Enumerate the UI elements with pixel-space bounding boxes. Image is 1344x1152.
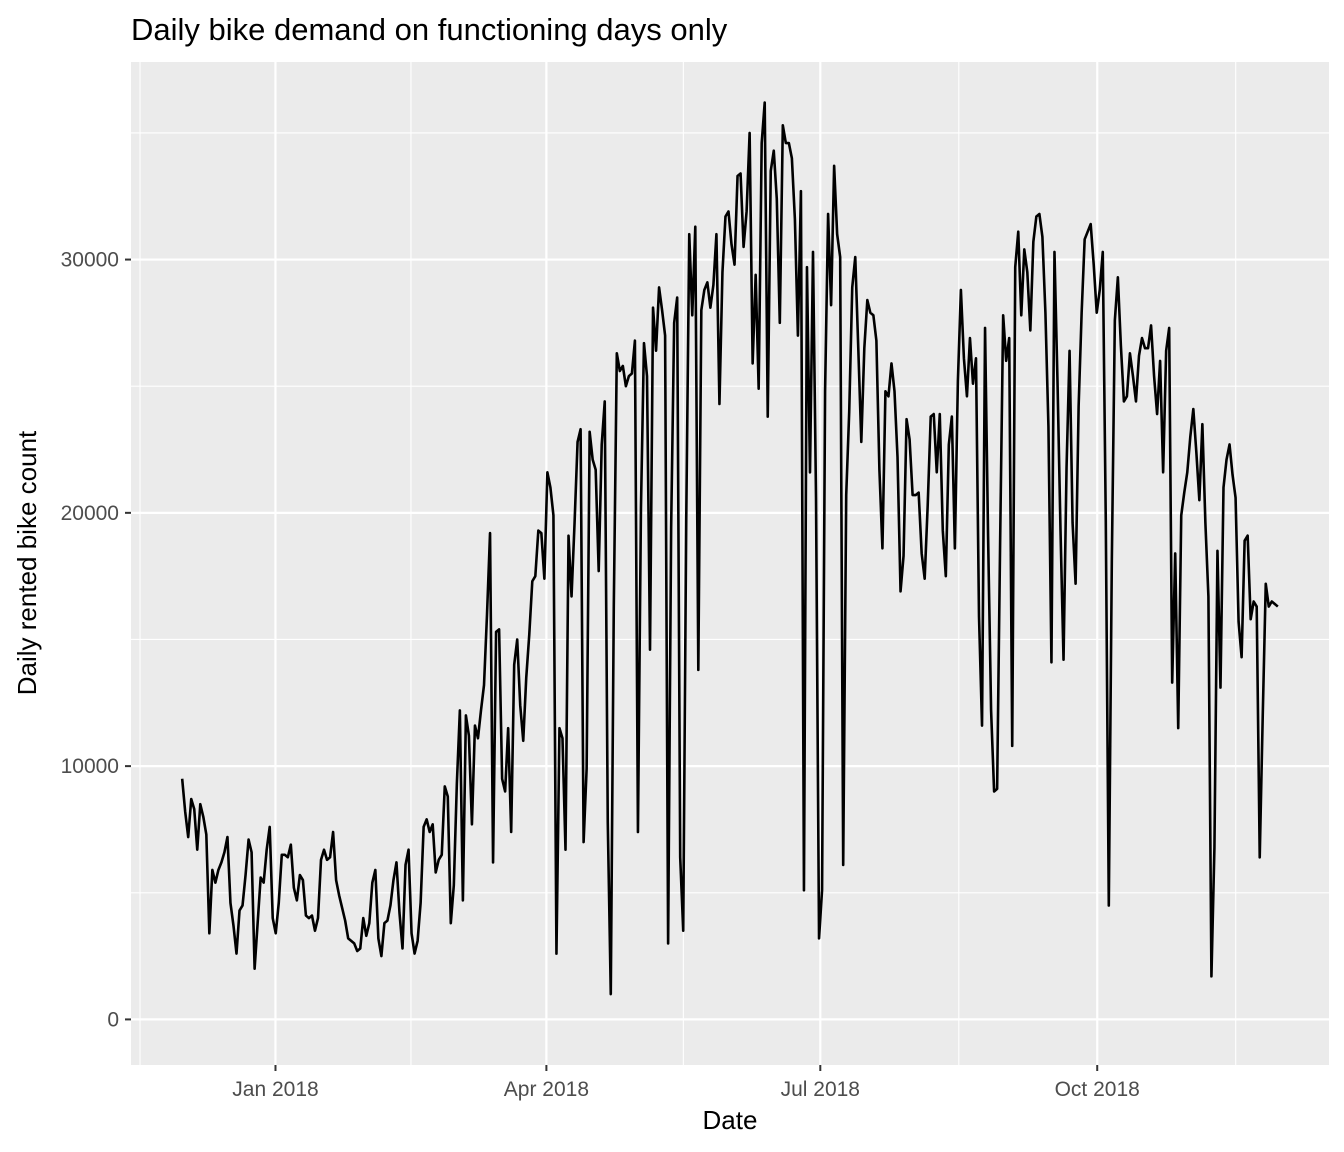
plot-panel (131, 62, 1329, 1065)
y-tick-label: 30000 (61, 249, 119, 272)
y-axis-title: Daily rented bike count (12, 430, 42, 695)
x-axis-title: Date (703, 1105, 758, 1135)
chart-title: Daily bike demand on functioning days on… (131, 12, 728, 47)
x-tick-label: Jul 2018 (781, 1078, 860, 1101)
series-line (180, 101, 1279, 996)
y-tick-label: 10000 (61, 755, 119, 778)
y-axis: 0 10000 20000 30000 (61, 249, 131, 1031)
major-gridlines (131, 62, 1329, 1065)
x-tick-label: Jan 2018 (232, 1078, 318, 1101)
y-tick-label: 20000 (61, 502, 119, 525)
x-tick-label: Apr 2018 (504, 1078, 589, 1101)
x-axis: Jan 2018 Apr 2018 Jul 2018 Oct 2018 (232, 1065, 1140, 1101)
x-tick-label: Oct 2018 (1055, 1078, 1140, 1101)
y-tick-label: 0 (107, 1008, 119, 1031)
